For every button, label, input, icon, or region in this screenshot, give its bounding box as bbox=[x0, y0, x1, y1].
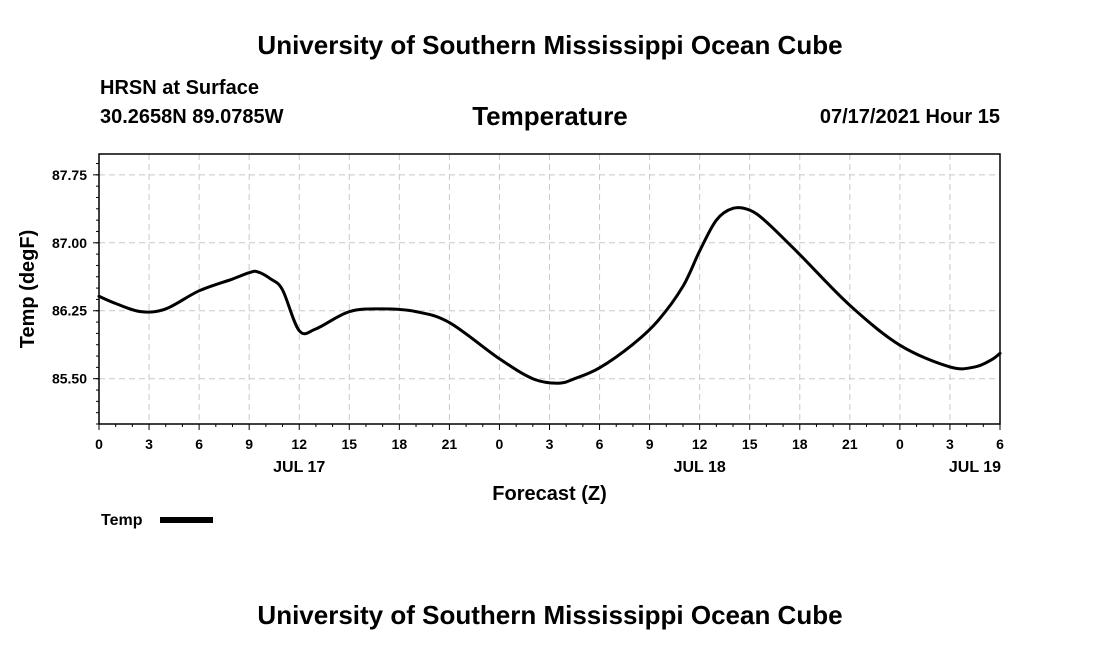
x-tick-label: 18 bbox=[792, 436, 808, 452]
y-axis-label: Temp (degF) bbox=[17, 230, 39, 349]
x-tick-label: 21 bbox=[842, 436, 858, 452]
y-tick-label: 87.00 bbox=[52, 235, 87, 251]
legend-label: Temp bbox=[101, 512, 143, 529]
x-tick-label: 12 bbox=[692, 436, 708, 452]
x-day-label: JUL 17 bbox=[273, 459, 325, 476]
plot-area-frame bbox=[98, 153, 1001, 425]
x-axis-label: Forecast (Z) bbox=[492, 483, 606, 505]
x-tick-label: 15 bbox=[742, 436, 758, 452]
y-tick-label: 86.25 bbox=[52, 303, 87, 319]
label-layer: 0 3 6 9 12 15 18 21 0 3 6 9 12 15 18 21 0 3 6 85.50 86.25 87.… bbox=[52, 167, 1004, 476]
x-day-label: JUL 18 bbox=[674, 459, 726, 476]
tick-layer bbox=[93, 163, 1001, 430]
y-tick-label: 87.75 bbox=[52, 167, 87, 183]
top-title: University of Southern Mississippi Ocean… bbox=[257, 30, 843, 60]
x-tick-label: 3 bbox=[946, 436, 954, 452]
x-tick-label: 3 bbox=[546, 436, 554, 452]
chart-title: Temperature bbox=[472, 101, 628, 131]
x-tick-label: 9 bbox=[646, 436, 654, 452]
x-day-label: JUL 19 bbox=[949, 459, 1001, 476]
x-tick-label: 0 bbox=[896, 436, 904, 452]
x-tick-label: 6 bbox=[596, 436, 604, 452]
bottom-title: University of Southern Mississippi Ocean… bbox=[257, 600, 843, 630]
x-tick-label: 6 bbox=[195, 436, 203, 452]
station-coordinates: 30.2658N 89.0785W bbox=[100, 106, 284, 128]
x-tick-label: 12 bbox=[291, 436, 307, 452]
x-tick-label: 6 bbox=[996, 436, 1004, 452]
x-tick-label: 15 bbox=[341, 436, 357, 452]
legend-swatch bbox=[160, 517, 213, 523]
x-tick-label: 0 bbox=[95, 436, 103, 452]
x-tick-label: 0 bbox=[496, 436, 504, 452]
forecast-datetime: 07/17/2021 Hour 15 bbox=[819, 106, 1000, 128]
x-tick-label: 3 bbox=[145, 436, 153, 452]
grid-layer bbox=[99, 154, 1000, 424]
y-tick-label: 85.50 bbox=[52, 371, 87, 387]
x-tick-label: 21 bbox=[442, 436, 458, 452]
station-label: HRSN at Surface bbox=[100, 77, 259, 99]
x-tick-label: 9 bbox=[245, 436, 253, 452]
x-tick-label: 18 bbox=[392, 436, 408, 452]
temp-series-line bbox=[97, 206, 1002, 385]
